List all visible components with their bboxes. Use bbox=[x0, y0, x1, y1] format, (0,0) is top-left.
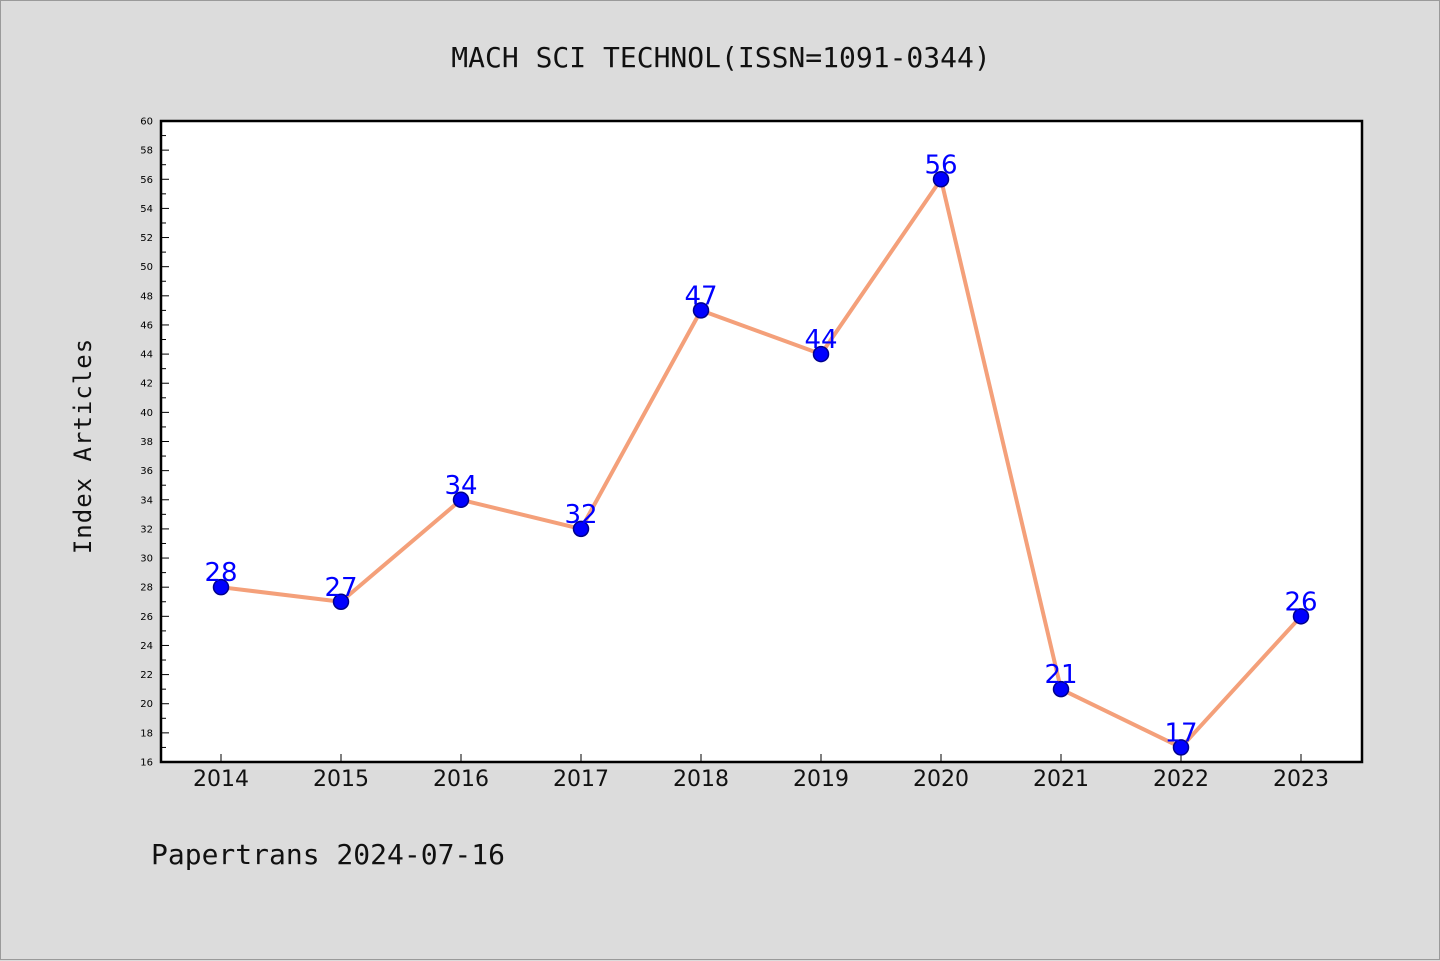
data-point bbox=[1172, 739, 1190, 756]
data-label: 21 bbox=[1044, 660, 1077, 690]
y-tick-label: 40 bbox=[140, 408, 153, 419]
series-index-articles: 28 27 34 32 47 44 56 21 17 26 bbox=[204, 150, 1318, 756]
y-axis: 16 18 20 22 24 26 28 30 32 34 36 38 40 42 44 46 48 50 52 54… bbox=[140, 117, 169, 769]
y-tick-label: 32 bbox=[140, 524, 153, 535]
data-label: 26 bbox=[1284, 587, 1317, 617]
data-point bbox=[1052, 680, 1070, 698]
footer-credit: Papertrans 2024-07-16 bbox=[151, 838, 505, 871]
y-tick-label: 44 bbox=[140, 350, 153, 361]
data-point bbox=[812, 345, 830, 363]
series-line bbox=[220, 177, 1303, 750]
data-label: 44 bbox=[804, 325, 837, 355]
data-label: 32 bbox=[564, 500, 597, 530]
y-tick-label: 36 bbox=[140, 466, 153, 477]
x-tick-label: 2022 bbox=[1153, 767, 1209, 792]
x-tick-label: 2019 bbox=[793, 767, 849, 792]
data-label: 47 bbox=[684, 281, 717, 311]
y-tick-label: 42 bbox=[140, 379, 153, 390]
y-tick-label: 24 bbox=[140, 641, 153, 652]
x-tick-label: 2015 bbox=[313, 767, 369, 792]
y-tick-label: 50 bbox=[140, 262, 153, 273]
y-tick-label: 30 bbox=[140, 554, 153, 565]
x-tick-label: 2016 bbox=[433, 767, 489, 792]
data-label: 34 bbox=[444, 471, 477, 501]
y-tick-label: 46 bbox=[140, 320, 153, 331]
y-tick-label: 22 bbox=[140, 670, 153, 681]
data-point bbox=[572, 520, 590, 538]
x-axis: 2014 2015 2016 2017 2018 2019 2020 2021 2022 2023 bbox=[193, 754, 1329, 792]
data-point bbox=[452, 491, 470, 509]
data-label: 17 bbox=[1164, 718, 1197, 748]
x-tick-label: 2017 bbox=[553, 767, 609, 792]
y-tick-label: 54 bbox=[140, 204, 153, 215]
data-label: 56 bbox=[924, 150, 957, 180]
data-point bbox=[932, 171, 950, 188]
y-tick-label: 38 bbox=[140, 437, 153, 448]
y-tick-label: 58 bbox=[140, 146, 153, 157]
y-tick-label: 56 bbox=[140, 175, 153, 186]
y-tick-label: 18 bbox=[140, 728, 153, 739]
x-tick-label: 2018 bbox=[673, 767, 729, 792]
y-tick-label: 52 bbox=[140, 233, 153, 244]
x-tick-label: 2021 bbox=[1033, 767, 1089, 792]
y-axis-label: Index Articles bbox=[69, 338, 97, 554]
data-label: 27 bbox=[324, 573, 357, 603]
plot-area bbox=[159, 119, 1364, 764]
y-tick-label: 20 bbox=[140, 699, 153, 710]
data-point bbox=[692, 302, 710, 319]
y-tick-label: 48 bbox=[140, 291, 153, 302]
x-tick-label: 2014 bbox=[193, 767, 249, 792]
chart-title: MACH SCI TECHNOL(ISSN=1091-0344) bbox=[451, 41, 990, 74]
y-tick-label: 26 bbox=[140, 612, 153, 623]
y-tick-label: 60 bbox=[140, 117, 153, 128]
data-point bbox=[212, 578, 230, 596]
y-tick-label: 16 bbox=[140, 758, 153, 769]
y-tick-label: 28 bbox=[140, 583, 153, 594]
data-point bbox=[1292, 608, 1310, 625]
x-tick-label: 2023 bbox=[1273, 767, 1329, 792]
y-tick-label: 34 bbox=[140, 495, 153, 506]
data-point bbox=[332, 593, 350, 610]
data-label: 28 bbox=[204, 558, 237, 588]
x-tick-label: 2020 bbox=[913, 767, 969, 792]
